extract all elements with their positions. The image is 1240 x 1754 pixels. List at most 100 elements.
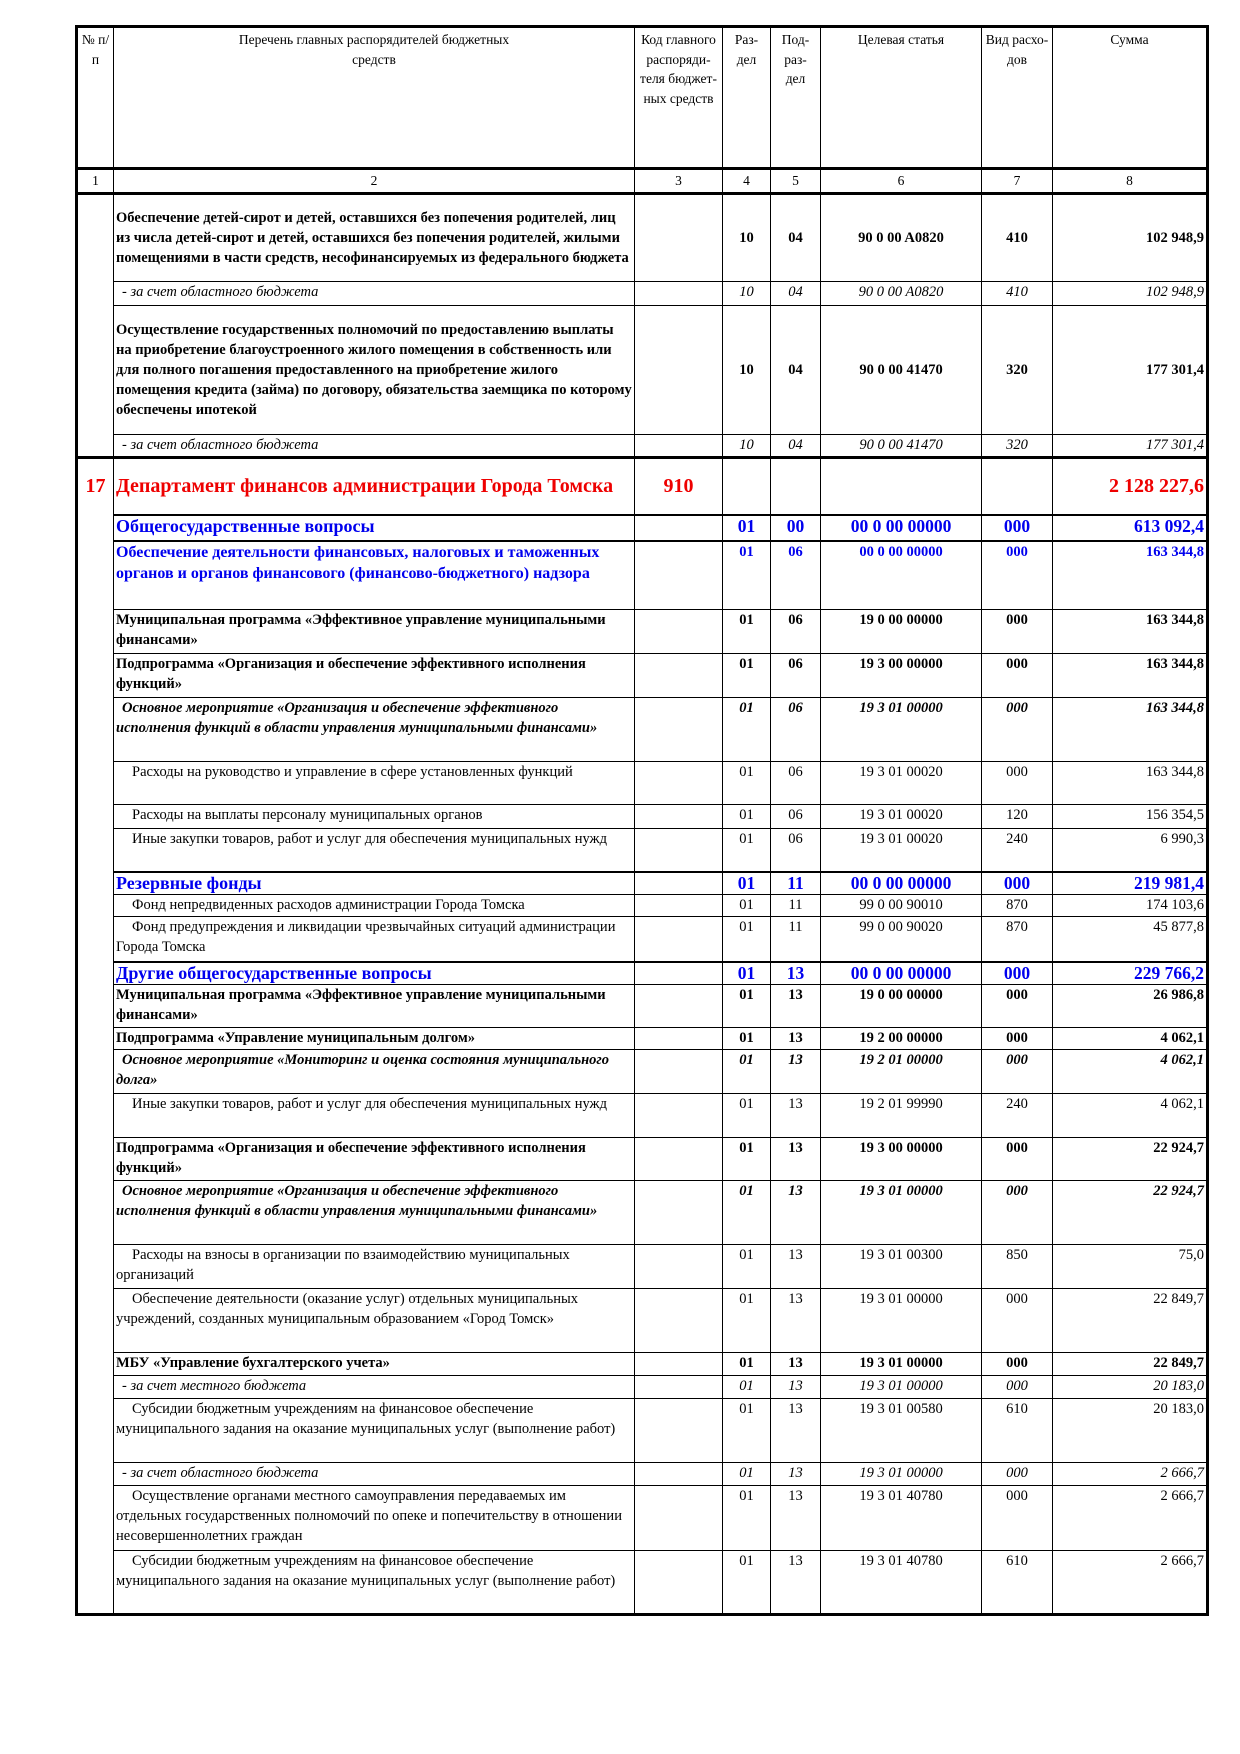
row-number [76,281,114,306]
row-number [76,1550,114,1614]
row-vid: 240 [981,1092,1053,1138]
row-razdel: 01 [722,761,771,805]
row-name: Другие общегосударственные вопросы [113,960,635,985]
row-sum: 229 766,2 [1052,960,1208,985]
row-code [634,804,723,829]
row-vid: 240 [981,828,1053,872]
row-article: 19 3 01 40780 [820,1549,982,1615]
row-number [76,1244,114,1288]
row-podrazdel: 04 [770,193,821,282]
table-row: Расходы на руководство и управление в сф… [76,761,1208,805]
row-vid: 000 [981,1026,1053,1050]
row-name: Осуществление государственных полномочий… [113,305,635,435]
row-razdel: 01 [722,1549,771,1615]
row-code [634,894,723,917]
row-razdel: 10 [722,305,771,435]
row-name: - за счет местного бюджета [113,1374,635,1399]
row-code [634,1136,723,1181]
department-row: 17 Департамент финансов администрации Гор… [76,456,1208,515]
header-name: Перечень главных распорядителей бюджетны… [113,26,635,170]
row-sum: 156 354,5 [1052,804,1208,829]
row-podrazdel: 13 [770,1484,821,1551]
row-vid: 000 [981,653,1053,698]
column-number: 3 [634,168,723,195]
row-razdel: 01 [722,1351,771,1376]
row-razdel: 01 [722,1243,771,1289]
row-sum: 102 948,9 [1052,193,1208,282]
row-code [634,1484,723,1551]
row-code [634,193,723,282]
row-name: Общегосударственные вопросы [113,513,635,541]
row-number [76,828,114,872]
row-vid: 410 [981,193,1053,282]
row-article: 00 0 00 00000 [820,960,982,985]
table-row: Основное мероприятие «Организация и обес… [76,697,1208,762]
row-number [76,804,114,829]
row-number [76,916,114,962]
row-name: Расходы на руководство и управление в сф… [113,761,635,805]
row-podrazdel: 13 [770,1374,821,1399]
row-razdel: 01 [722,513,771,541]
row-vid: 000 [981,870,1053,895]
row-name: Обеспечение деятельности финансовых, нал… [113,539,635,610]
row-name: Департамент финансов администрации Город… [113,456,635,515]
table-row: Подпрограмма «Организация и обеспечение … [76,653,1208,698]
table-row: Иные закупки товаров, работ и услуг для … [76,828,1208,872]
row-razdel: 01 [722,697,771,762]
table-row: - за счет местного бюджета 01 13 19 3 01 00… [76,1374,1208,1399]
row-razdel: 10 [722,281,771,306]
row-sum: 22 849,7 [1052,1351,1208,1376]
row-number [76,1049,114,1093]
row-podrazdel: 04 [770,281,821,306]
row-vid: 610 [981,1549,1053,1615]
row-podrazdel: 11 [770,870,821,895]
row-article: 19 3 01 00000 [820,697,982,762]
row-sum: 174 103,6 [1052,894,1208,917]
row-name: Расходы на взносы в организации по взаим… [113,1243,635,1289]
row-code [634,1374,723,1399]
row-sum: 2 666,7 [1052,1549,1208,1615]
row-article: 19 3 01 00000 [820,1179,982,1245]
row-vid: 000 [981,539,1053,610]
row-article [820,456,982,515]
column-number: 7 [981,168,1053,195]
row-razdel: 01 [722,1092,771,1138]
row-name: - за счет областного бюджета [113,281,635,306]
row-sum: 2 666,7 [1052,1461,1208,1486]
row-razdel: 01 [722,870,771,895]
row-number [76,697,114,762]
row-number [76,761,114,805]
row-article: 19 3 00 00000 [820,653,982,698]
table-row: Муниципальная программа «Эффективное упр… [76,609,1208,654]
column-number: 2 [113,168,635,195]
row-podrazdel: 13 [770,1351,821,1376]
row-code [634,1461,723,1486]
row-name: МБУ «Управление бухгалтерского учета» [113,1351,635,1376]
row-name: Иные закупки товаров, работ и услуг для … [113,1092,635,1138]
row-code [634,828,723,872]
row-article: 00 0 00 00000 [820,513,982,541]
row-code [634,609,723,654]
header-code: Код главного распоряди-теля бюджет-ных с… [634,26,723,170]
column-number: 8 [1052,168,1208,195]
row-number [76,514,114,541]
row-vid: 000 [981,1048,1053,1094]
row-code [634,653,723,698]
table-row: Муниципальная программа «Эффективное упр… [76,983,1208,1028]
table-row: Расходы на взносы в организации по взаим… [76,1243,1208,1289]
row-article: 99 0 00 90010 [820,894,982,917]
row-podrazdel: 13 [770,1461,821,1486]
row-razdel: 01 [722,983,771,1028]
row-number [76,1462,114,1485]
row-number [76,1398,114,1462]
table-row: Резервные фонды 01 11 00 0 00 00000 000 219 9… [76,870,1208,895]
row-number [76,1137,114,1180]
row-number [76,1180,114,1244]
row-article: 19 3 01 00020 [820,804,982,829]
row-razdel: 10 [722,434,771,458]
row-name: Основное мероприятие «Организация и обес… [113,697,635,762]
table-row: Подпрограмма «Управление муниципальным д… [76,1026,1208,1050]
table-row: Другие общегосударственные вопросы 01 13 00… [76,960,1208,985]
table-row: - за счет областного бюджета 01 13 19 3 01 … [76,1461,1208,1486]
column-number: 4 [722,168,771,195]
